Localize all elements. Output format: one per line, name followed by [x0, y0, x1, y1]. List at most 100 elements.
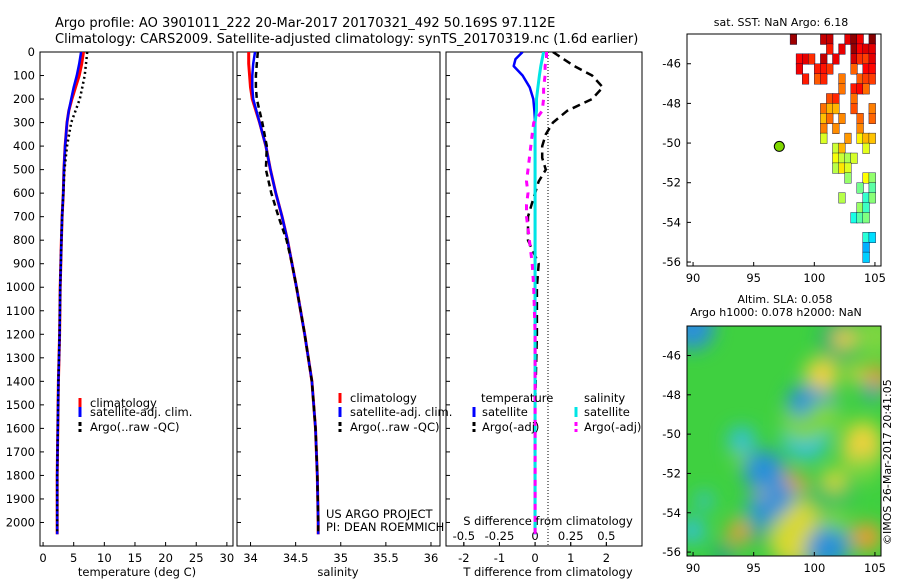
legend-label-argo: Argo(..raw -QC) [90, 420, 180, 434]
sla-map-lon-ticks: 90 95 100 105 [686, 552, 886, 575]
sst-cell [795, 53, 803, 65]
sst-cell [862, 63, 870, 75]
sla-blob [866, 365, 881, 388]
s-difference-tick-labels: -0.5 -0.25 0 0.25 0.5 [453, 529, 616, 546]
depth-tick-label: 1800 [6, 468, 35, 482]
s-difference-xlabel: S difference from climatology [463, 514, 633, 528]
legend-label-satellite: satellite-adj. clim. [90, 405, 192, 419]
sst-map-lon-ticks: 90 95 100 105 [686, 262, 886, 285]
lon-tick-label: 95 [746, 271, 761, 285]
temperature-axes-frame [39, 51, 234, 547]
sst-cell [844, 132, 852, 144]
sst-cell [868, 132, 876, 144]
sla-blob [821, 508, 847, 534]
header-line1: Argo profile: AO 3901011_222 20-Mar-2017… [55, 16, 555, 31]
sla-map: Altim. SLA: 0.058 Argo h1000: 0.078 h200… [662, 293, 894, 575]
series-line-2 [55, 52, 89, 535]
sst-cell [820, 53, 828, 65]
x-tick-label: 20 [158, 551, 173, 565]
header-line2: Climatology: CARS2009. Satellite-adjuste… [55, 32, 638, 47]
depth-tick-labels: 0 100 200 300 400 500 600 700 800 900 1000 1100 1200… [6, 45, 44, 529]
depth-tick-label: 400 [13, 139, 35, 153]
x-tick-label: 30 [220, 551, 235, 565]
sla-blob [771, 529, 805, 556]
sla-blob [732, 450, 749, 467]
difference-panel: -2 -1 0 1 2 -0.5 -0.25 0 0.25 0.5 T difference f… [445, 51, 643, 579]
sla-blob [807, 358, 840, 391]
sst-cell [789, 33, 797, 45]
lon-tick-label: 105 [864, 271, 886, 285]
sla-blob [849, 453, 878, 483]
depth-tick-label: 100 [13, 69, 35, 83]
sst-cell [850, 43, 858, 55]
sst-cell [838, 43, 846, 55]
sst-cell [838, 142, 846, 154]
sst-cell [850, 53, 858, 65]
sst-cell [862, 212, 870, 224]
x-tick-label: 0 [531, 551, 538, 565]
series-line-2 [254, 52, 320, 535]
credit-pi: PI: DEAN ROEMMICH [326, 520, 444, 534]
sst-cell [838, 162, 846, 174]
lon-tick-label: 90 [686, 271, 701, 285]
sst-cell [832, 122, 840, 134]
x-tick-label: 0 [39, 551, 46, 565]
salinity-series [247, 52, 320, 535]
salinity-depth-ticks [237, 51, 241, 523]
temperature-series [55, 52, 89, 535]
x-tick-label: 2 [603, 551, 610, 565]
sst-cell [856, 202, 864, 214]
x-tick-label: 5 [70, 551, 77, 565]
x-tick-label: 1 [567, 551, 574, 565]
lat-tick-label: -50 [662, 427, 681, 441]
sst-cell [856, 43, 864, 55]
sst-map-background [687, 34, 881, 266]
lat-tick-label: -52 [662, 176, 681, 190]
sla-blob [743, 450, 785, 493]
lat-tick-label: -46 [662, 348, 681, 362]
difference-series [512, 52, 605, 535]
sst-cell [832, 142, 840, 154]
lat-tick-label: -48 [662, 388, 681, 402]
sst-cell [820, 132, 828, 144]
sst-cell [856, 212, 864, 224]
x-tick-label: 10 [97, 551, 112, 565]
sst-cell [868, 172, 876, 184]
sst-cell [856, 182, 864, 194]
sst-cell [862, 251, 870, 263]
sla-blob [852, 522, 881, 552]
salinity-legend: climatology satellite-adj. clim. Argo(..… [338, 391, 452, 434]
sst-cell [868, 53, 876, 65]
sst-cell [856, 122, 864, 134]
sst-cell [826, 93, 834, 105]
difference-depth-ticks [446, 51, 450, 523]
sst-cell [850, 103, 858, 115]
series-line-0 [512, 52, 537, 535]
x-tick-label: -0.5 [453, 529, 475, 543]
depth-tick-label: 200 [13, 92, 35, 106]
depth-tick-label: 2000 [6, 515, 35, 529]
series-line-2 [533, 52, 546, 535]
lon-tick-label: 90 [686, 561, 701, 575]
difference-legend: temperature salinity satellite Argo(-adj… [472, 391, 641, 434]
lat-tick-label: -54 [662, 506, 681, 520]
sst-cell [856, 73, 864, 85]
depth-tick-label: 1700 [6, 445, 35, 459]
temperature-legend: climatology satellite-adj. clim. Argo(..… [78, 396, 192, 434]
sst-cell [826, 43, 834, 55]
x-tick-label: 0 [531, 529, 538, 543]
sst-cell [844, 152, 852, 164]
sla-blob [808, 527, 842, 556]
depth-tick-label: 1600 [6, 421, 35, 435]
sst-cell [820, 122, 828, 134]
sst-cell [838, 152, 846, 164]
sst-cell [862, 83, 870, 95]
depth-tick-label: 300 [13, 116, 35, 130]
t-difference-tick-labels: -2 -1 0 1 2 [458, 542, 610, 565]
sst-cell [862, 232, 870, 244]
legend-label-satellite: satellite-adj. clim. [350, 405, 452, 419]
sst-cell [868, 63, 876, 75]
sst-cell [826, 63, 834, 75]
sst-cell [856, 132, 864, 144]
